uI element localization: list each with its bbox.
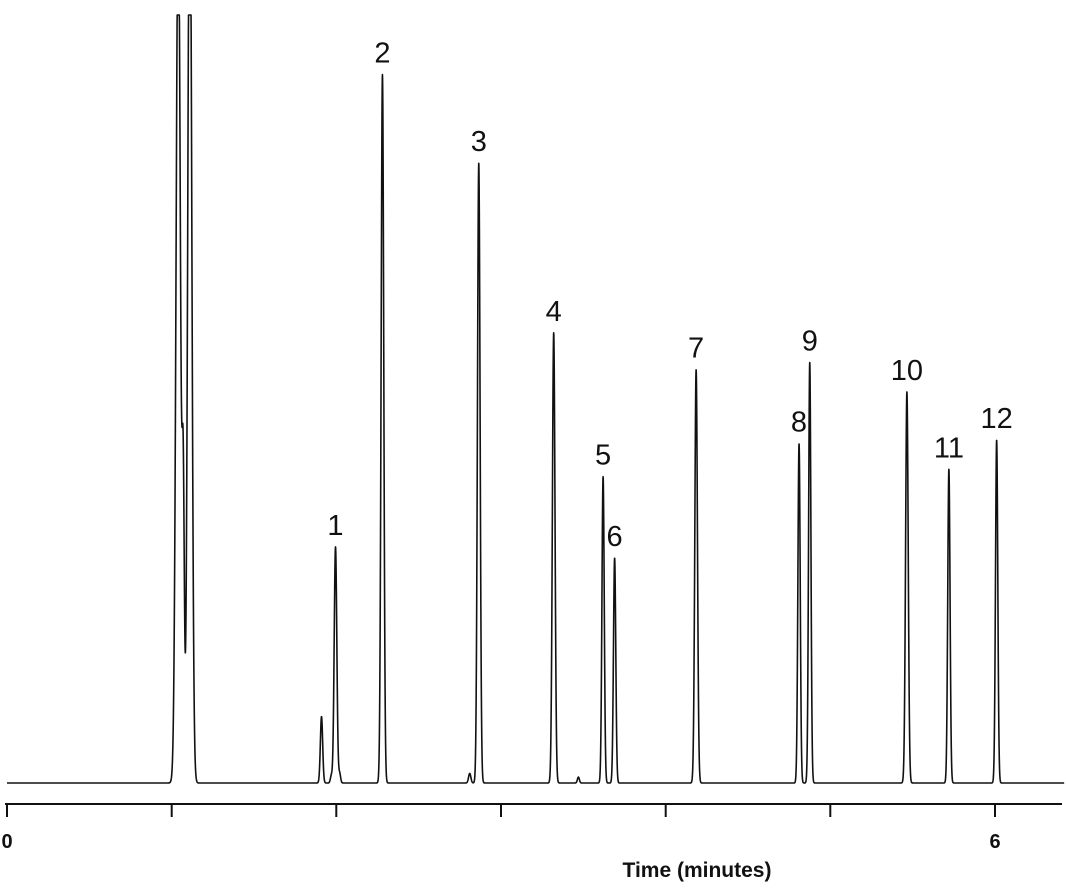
peak-label-3: 3 bbox=[471, 126, 487, 158]
x-axis-title: Time (minutes) bbox=[623, 859, 772, 882]
peak-label-8: 8 bbox=[791, 407, 807, 439]
peak-label-9: 9 bbox=[802, 325, 818, 357]
peak-label-11: 11 bbox=[934, 432, 964, 464]
peak-label-7: 7 bbox=[688, 333, 704, 365]
peak-label-1: 1 bbox=[327, 510, 343, 542]
peak-label-4: 4 bbox=[546, 296, 562, 328]
peak-label-2: 2 bbox=[374, 38, 390, 70]
x-tick-label-0: 0 bbox=[1, 831, 12, 853]
peak-label-12: 12 bbox=[980, 403, 1012, 435]
chromatogram-trace bbox=[6, 14, 1065, 784]
peak-label-5: 5 bbox=[595, 440, 611, 472]
peak-label-10: 10 bbox=[891, 355, 923, 387]
x-tick-label-6: 6 bbox=[989, 831, 1000, 853]
peak-label-6: 6 bbox=[607, 521, 623, 553]
trace-layer bbox=[6, 14, 1065, 784]
